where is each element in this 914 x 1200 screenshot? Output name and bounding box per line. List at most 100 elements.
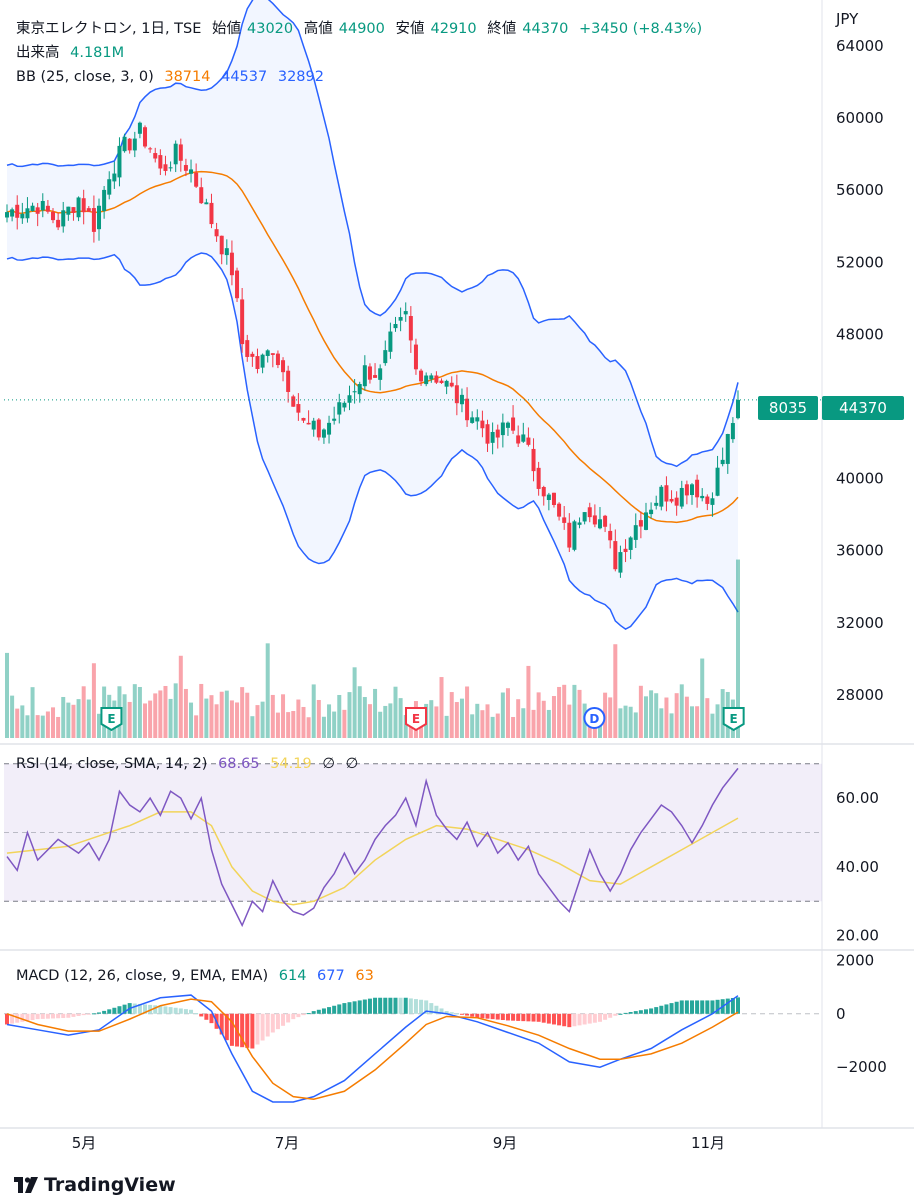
macd-histogram-bar <box>649 1008 654 1014</box>
candle-body <box>265 350 270 356</box>
price-axis-tick: 32000 <box>836 614 884 632</box>
volume-bar <box>61 696 66 738</box>
volume-bar <box>316 699 321 738</box>
candle-body <box>449 382 454 387</box>
macd-histogram-bar <box>189 1009 194 1014</box>
volume-bar <box>362 697 367 738</box>
tradingview-logo[interactable]: TradingView <box>14 1174 176 1196</box>
tradingview-icon <box>14 1177 38 1193</box>
candle-body <box>429 375 434 380</box>
volume-bar <box>265 643 270 738</box>
candle-body <box>592 515 597 525</box>
candle-body <box>347 395 352 403</box>
event-marker: E <box>405 707 428 732</box>
candle-body <box>608 530 613 541</box>
candle-body <box>495 429 500 438</box>
volume-bar <box>628 706 633 738</box>
candle-body <box>117 145 122 178</box>
candle-body <box>61 210 66 227</box>
candle-body <box>81 198 86 213</box>
candle-body <box>321 429 326 438</box>
volume-bar <box>352 667 357 738</box>
candle-body <box>413 344 418 370</box>
candle-body <box>720 459 725 465</box>
volume-bar <box>168 698 173 738</box>
macd-histogram-bar <box>183 1009 188 1014</box>
bb-lower-value: 32892 <box>277 69 324 85</box>
macd-histogram-bar <box>582 1013 587 1025</box>
bb-label: BB (25, close, 3, 0) <box>16 69 154 85</box>
macd-histogram-bar <box>551 1013 556 1025</box>
candle-body <box>86 208 91 212</box>
volume-bar <box>153 693 158 738</box>
macd-histogram-bar <box>597 1013 602 1022</box>
main-legend: 東京エレクトロン, 1日, TSE 始値 43020 高値 44900 安値 4291… <box>16 19 708 39</box>
candle-body <box>183 165 188 171</box>
macd-histogram-bar <box>689 1000 694 1014</box>
high-label: 高値 <box>303 21 333 37</box>
macd-histogram-bar <box>163 1006 168 1014</box>
candle-body <box>286 370 291 392</box>
open-label: 始値 <box>212 21 241 37</box>
candle-body <box>91 208 96 232</box>
candle-body <box>224 248 229 256</box>
candle-body <box>700 495 705 499</box>
macd-histogram-bar <box>587 1013 592 1024</box>
macd-histogram-bar <box>705 1000 710 1014</box>
volume-bar <box>15 708 20 738</box>
volume-bar <box>275 712 280 738</box>
low-label: 安値 <box>395 21 425 37</box>
candle-body <box>66 206 71 215</box>
candle-body <box>567 522 572 548</box>
candle-body <box>30 205 35 212</box>
macd-histogram-bar <box>572 1013 577 1027</box>
macd-histogram-bar <box>465 1013 470 1016</box>
candle-body <box>577 522 582 525</box>
candle-body <box>643 512 648 530</box>
macd-histogram-bar <box>490 1013 495 1020</box>
volume-bar <box>86 699 91 738</box>
volume-bar <box>618 708 623 738</box>
macd-histogram-bar <box>521 1013 526 1022</box>
candle-body <box>695 479 700 498</box>
event-letter: E <box>730 712 738 726</box>
volume-bar <box>649 690 654 738</box>
candle-body <box>229 252 234 276</box>
volume-bar <box>495 713 500 738</box>
macd-histogram-bar <box>378 997 383 1014</box>
candle-body <box>367 366 372 380</box>
volume-bar <box>557 686 562 738</box>
candle-body <box>730 423 735 440</box>
candle-body <box>214 229 219 237</box>
macd-histogram-bar <box>633 1011 638 1014</box>
macd-histogram-bar <box>480 1013 485 1019</box>
volume-bar <box>567 704 572 738</box>
candle-body <box>45 205 50 212</box>
earnings-marker <box>100 707 123 732</box>
volume-bar <box>490 716 495 738</box>
volume-bar <box>337 694 342 738</box>
macd-histogram-bar <box>245 1013 250 1048</box>
volume-bar <box>521 708 526 738</box>
candle-body <box>71 207 76 213</box>
rsi-band1: ∅ <box>322 756 335 772</box>
macd-histogram-bar <box>536 1013 541 1022</box>
macd-histogram-bar <box>454 1013 459 1015</box>
candle-body <box>245 340 250 357</box>
macd-histogram-bar <box>56 1013 61 1019</box>
macd-histogram-bar <box>148 1004 153 1014</box>
candle-body <box>158 155 163 169</box>
candle-body <box>439 380 444 384</box>
volume-bar <box>500 692 505 738</box>
volume-bar <box>613 644 618 738</box>
macd-histogram-bar <box>40 1013 45 1019</box>
macd-histogram-bar <box>327 1007 332 1014</box>
candle-body <box>408 316 413 341</box>
volume-bar <box>485 704 490 738</box>
candle-body <box>684 484 689 496</box>
macd-histogram-bar <box>485 1013 490 1019</box>
macd-histogram-bar <box>5 1013 9 1025</box>
candle-body <box>480 420 485 429</box>
macd-histogram-bar <box>603 1013 608 1020</box>
